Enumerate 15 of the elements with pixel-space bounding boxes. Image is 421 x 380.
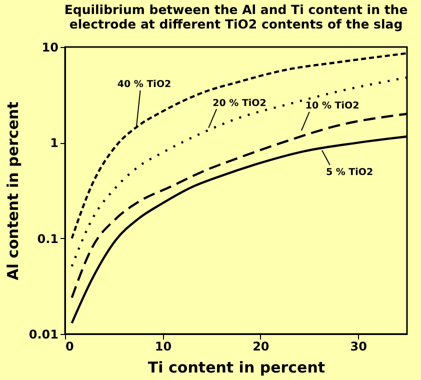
annotation: 10 % TiO2 — [305, 100, 360, 112]
annotation: 5 % TiO2 — [326, 167, 374, 178]
y-tick-label: 0.01 — [28, 328, 58, 342]
chart-title: Equilibrium between the Al and Ti content in the electrode at different TiO2 contents of the slag — [64, 2, 408, 32]
x-tick-label: 10 — [154, 340, 172, 354]
annotation: 40 % TiO2 — [117, 79, 172, 90]
x-axis-title: Ti content in percent — [148, 358, 326, 376]
x-tick-label: 0 — [66, 340, 74, 354]
annotation: 20 % TiO2 — [212, 98, 266, 109]
x-tick-label: 30 — [350, 340, 367, 354]
y-tick-label: 1 — [50, 136, 58, 150]
x-tick-label: 20 — [252, 340, 270, 354]
y-axis-title: Al content in percent — [4, 102, 22, 280]
y-tick-label: 10 — [42, 40, 58, 54]
y-tick-label: 0.1 — [37, 232, 58, 246]
